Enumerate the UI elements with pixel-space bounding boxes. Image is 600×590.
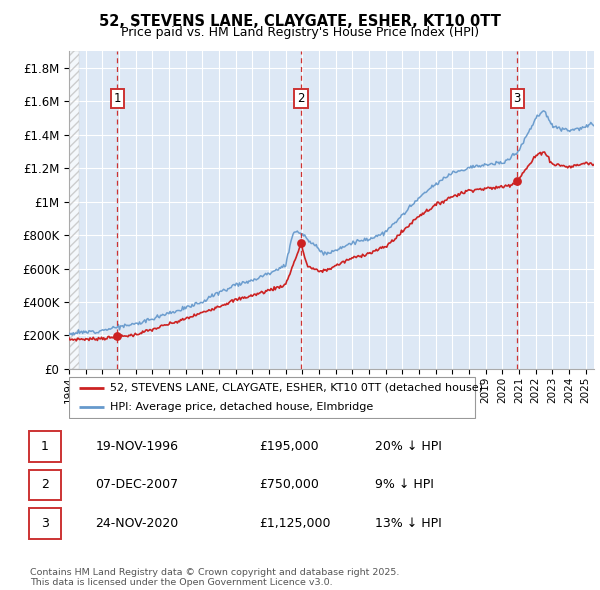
FancyBboxPatch shape xyxy=(69,377,475,418)
Text: 19-NOV-1996: 19-NOV-1996 xyxy=(95,440,179,453)
Text: 52, STEVENS LANE, CLAYGATE, ESHER, KT10 0TT (detached house): 52, STEVENS LANE, CLAYGATE, ESHER, KT10 … xyxy=(110,383,483,393)
FancyBboxPatch shape xyxy=(29,470,61,500)
Point xyxy=(512,176,522,185)
Text: 13% ↓ HPI: 13% ↓ HPI xyxy=(375,517,442,530)
Text: 1: 1 xyxy=(41,440,49,453)
Text: Price paid vs. HM Land Registry's House Price Index (HPI): Price paid vs. HM Land Registry's House … xyxy=(121,26,479,39)
Text: 3: 3 xyxy=(41,517,49,530)
Text: 3: 3 xyxy=(514,91,521,104)
Text: 1: 1 xyxy=(113,91,121,104)
Text: £1,125,000: £1,125,000 xyxy=(260,517,331,530)
Text: 2: 2 xyxy=(41,478,49,491)
FancyBboxPatch shape xyxy=(29,431,61,461)
FancyBboxPatch shape xyxy=(29,509,61,539)
Point xyxy=(296,239,306,248)
Point xyxy=(113,332,122,341)
Text: 52, STEVENS LANE, CLAYGATE, ESHER, KT10 0TT: 52, STEVENS LANE, CLAYGATE, ESHER, KT10 … xyxy=(99,14,501,28)
Text: HPI: Average price, detached house, Elmbridge: HPI: Average price, detached house, Elmb… xyxy=(110,402,373,412)
Text: Contains HM Land Registry data © Crown copyright and database right 2025.
This d: Contains HM Land Registry data © Crown c… xyxy=(30,568,400,587)
Text: 2: 2 xyxy=(298,91,305,104)
Text: 24-NOV-2020: 24-NOV-2020 xyxy=(95,517,179,530)
Text: 07-DEC-2007: 07-DEC-2007 xyxy=(95,478,179,491)
Text: 20% ↓ HPI: 20% ↓ HPI xyxy=(375,440,442,453)
Text: £750,000: £750,000 xyxy=(260,478,320,491)
Text: £195,000: £195,000 xyxy=(260,440,319,453)
Text: 9% ↓ HPI: 9% ↓ HPI xyxy=(375,478,434,491)
